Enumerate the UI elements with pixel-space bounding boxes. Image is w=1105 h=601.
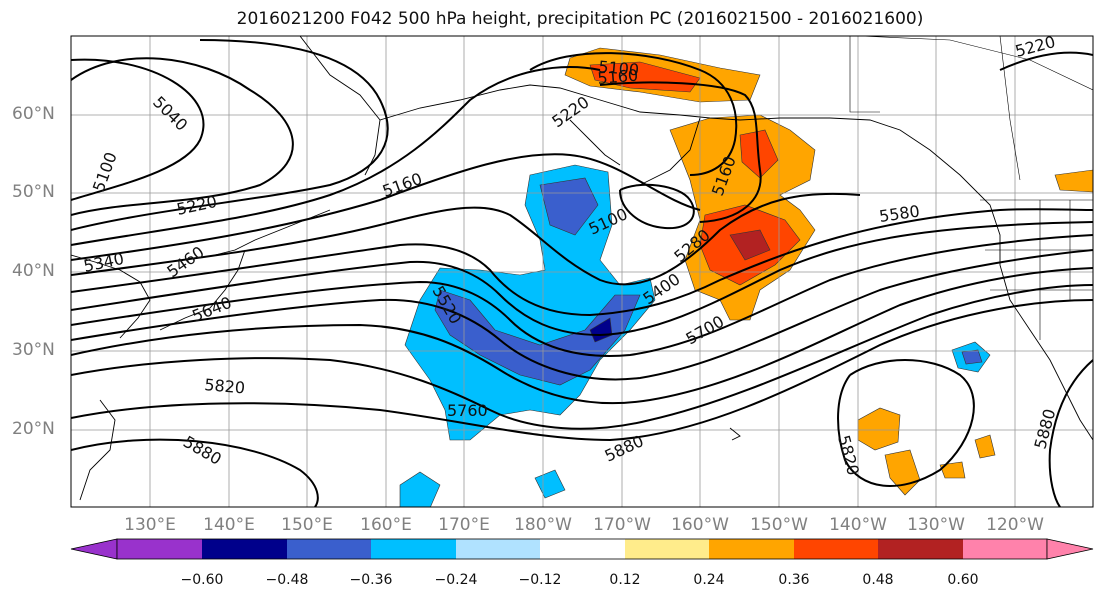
colorbar-tick-label: −0.24 [434, 572, 478, 588]
contour-label: 5040 [149, 92, 191, 134]
colorbar-tick-label: 0.48 [862, 572, 894, 588]
colorbar-segment [709, 539, 794, 559]
contour-label: 5760 [447, 401, 488, 420]
colorbar-extend-left [70, 538, 118, 560]
lon-label: 160°E [360, 515, 412, 535]
lat-label: 50°N [12, 182, 55, 202]
contour-label: 5160 [380, 169, 425, 201]
precip-shading [399, 47, 1093, 507]
contour-label: 5100 [89, 150, 121, 195]
colorbar-tick-label: 0.60 [947, 572, 979, 588]
colorbar-tick-label: 0.36 [778, 572, 810, 588]
contour-label: 5880 [1031, 407, 1060, 451]
precip-negative-core [961, 349, 983, 365]
contour-label: 5700 [683, 312, 728, 349]
precip-positive-region [857, 407, 901, 451]
lon-label: 160°W [671, 515, 729, 535]
colorbar-segment [878, 539, 963, 559]
lon-label: 130°E [124, 515, 176, 535]
contour-label: 5220 [175, 192, 219, 219]
contour-label: 5880 [602, 431, 647, 465]
height-contours [71, 39, 1093, 507]
colorbar-tick-label: −0.12 [518, 572, 562, 588]
contour-label: 5580 [878, 201, 921, 225]
colorbar-segment [794, 539, 878, 559]
colorbar-tick-label: 0.12 [609, 572, 641, 588]
lat-label: 20°N [12, 419, 55, 439]
lat-label: 60°N [12, 104, 55, 124]
contour-label: 5880 [180, 432, 225, 469]
colorbar-segment [540, 539, 625, 559]
lon-label: 170°W [593, 515, 651, 535]
colorbar-segment [456, 539, 540, 559]
colorbar-segment [202, 539, 287, 559]
precip-negative-region [399, 471, 441, 507]
map-frame [70, 35, 1094, 508]
lat-label: 40°N [12, 261, 55, 281]
lon-label: 150°W [750, 515, 808, 535]
political-borders [849, 36, 1093, 340]
precip-positive-region [939, 461, 966, 479]
graticule [71, 36, 1093, 507]
colorbar-tick-label: −0.36 [349, 572, 393, 588]
contour-label: 5220 [548, 92, 592, 131]
lon-label: 130°W [907, 515, 965, 535]
precip-negative-core [539, 177, 599, 236]
precip-negative-core [434, 289, 641, 386]
lon-label: 150°E [281, 515, 333, 535]
colorbar-segment [625, 539, 709, 559]
contour-label: 5160 [597, 66, 639, 88]
colorbar-segment [287, 539, 371, 559]
lat-label: 30°N [12, 340, 55, 360]
precip-positive-peak [729, 229, 771, 261]
contour-label: 5100 [598, 57, 640, 79]
contour-label: 5820 [204, 375, 246, 397]
colorbar-segment [371, 539, 456, 559]
lon-label: 140°W [829, 515, 887, 535]
precip-negative-region [534, 469, 566, 499]
contour-label: 5640 [189, 293, 234, 326]
precip-positive-region [1054, 169, 1093, 193]
colorbar [70, 538, 1094, 560]
figure-title: 2016021200 F042 500 hPa height, precipit… [236, 9, 924, 29]
precip-positive-region [884, 449, 921, 496]
colorbar-tick-label: 0.24 [693, 572, 725, 588]
colorbar-segment [963, 539, 1047, 559]
colorbar-tick-label: −0.48 [265, 572, 309, 588]
lon-label: 140°E [203, 515, 255, 535]
lon-label: 120°W [986, 515, 1044, 535]
precip-positive-region [974, 434, 996, 459]
colorbar-tick-label: −0.60 [180, 572, 224, 588]
lon-label: 180°W [514, 515, 572, 535]
lon-label: 170°E [438, 515, 490, 535]
colorbar-segment [117, 539, 202, 559]
colorbar-extend-right [1046, 538, 1094, 560]
